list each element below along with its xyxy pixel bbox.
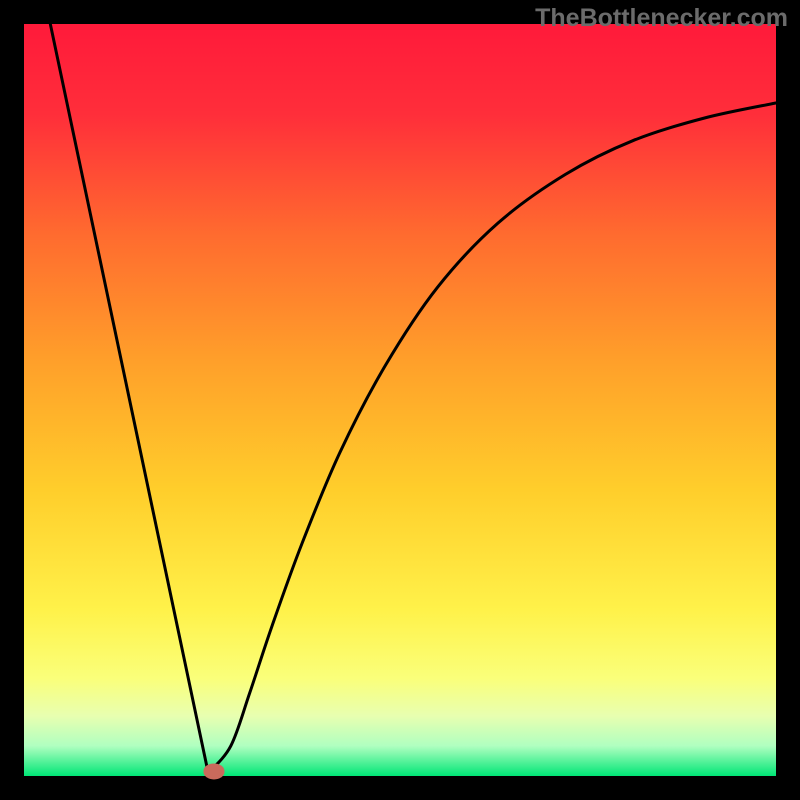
optimum-marker <box>204 764 225 779</box>
bottleneck-curve <box>50 24 776 773</box>
curve-layer <box>24 24 776 776</box>
watermark-text: TheBottlenecker.com <box>535 4 788 33</box>
plot-area <box>24 24 776 776</box>
chart-frame: TheBottlenecker.com <box>0 0 800 800</box>
